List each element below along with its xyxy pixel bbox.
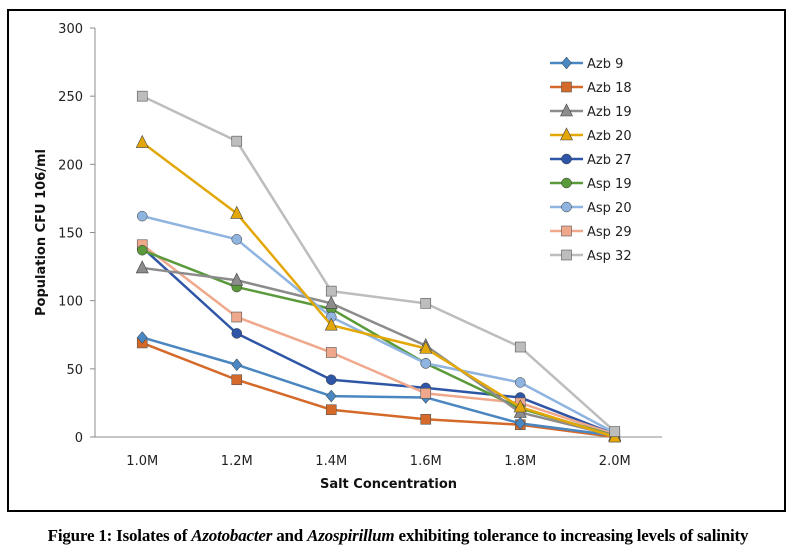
x-tick-label: 1.0M	[126, 454, 158, 469]
legend-label: Azb 18	[587, 81, 632, 96]
data-point	[230, 272, 244, 286]
data-point	[135, 134, 149, 148]
y-tick-label: 100	[58, 295, 83, 310]
caption-middle: and	[272, 526, 308, 545]
series-line	[141, 246, 616, 436]
legend-item: Asp 20	[550, 201, 632, 216]
data-point	[513, 399, 527, 413]
data-point	[609, 426, 621, 437]
legend-marker	[561, 249, 572, 261]
figure-frame	[7, 9, 786, 512]
y-tick-label: 150	[58, 227, 83, 242]
legend-marker	[560, 127, 573, 141]
x-axis-title: Salt Concentration	[320, 477, 457, 492]
data-point	[137, 210, 148, 222]
data-point	[231, 374, 243, 386]
x-tick-label: 1.8M	[504, 454, 536, 469]
legend-label: Asp 20	[587, 201, 632, 216]
series-line	[141, 243, 616, 436]
data-point	[515, 377, 526, 388]
data-point	[420, 388, 432, 399]
y-tick-label: 300	[58, 22, 83, 37]
data-point	[135, 260, 149, 274]
line-chart: 0 50 100 150 200 250 300 1.0M 1.2M 1.4M 1.6M 1.8M 2.…	[34, 22, 662, 492]
x-tick-label: 2.0M	[599, 454, 631, 469]
data-point	[514, 416, 526, 430]
caption-prefix: Figure 1: Isolates of	[47, 526, 192, 545]
data-point	[231, 311, 243, 323]
data-point	[419, 340, 433, 354]
data-point	[325, 389, 337, 403]
data-point	[325, 404, 337, 416]
series-line	[141, 141, 616, 439]
y-tick-label: 50	[66, 363, 83, 378]
legend-label: Azb 27	[587, 153, 632, 168]
series-layer	[135, 90, 622, 443]
data-point	[137, 244, 148, 256]
series-asp-32	[136, 90, 621, 437]
legend: Azb 9 Azb 18 Azb 19 Azb 20 Azb 27 Asp 19 Asp 2…	[550, 56, 632, 264]
legend-marker	[561, 81, 572, 93]
x-tick-label: 1.2M	[221, 454, 253, 469]
legend-marker	[561, 201, 572, 213]
legend-item: Azb 20	[550, 127, 632, 144]
data-point	[420, 358, 431, 369]
legend-item: Asp 19	[550, 177, 632, 192]
legend-label: Azb 9	[587, 57, 623, 72]
legend-label: Azb 19	[587, 105, 632, 120]
series-line	[141, 336, 615, 437]
legend-label: Asp 19	[587, 177, 632, 192]
legend-item: Azb 27	[550, 153, 632, 168]
legend-marker	[561, 56, 572, 70]
data-point	[326, 374, 337, 385]
data-point	[231, 135, 243, 147]
series-line	[141, 214, 616, 435]
series-line	[141, 95, 616, 433]
legend-marker	[561, 225, 572, 237]
data-point	[231, 328, 242, 339]
data-point	[231, 234, 242, 245]
data-point	[324, 317, 338, 331]
legend-label: Azb 20	[587, 129, 632, 144]
x-tick-label: 1.6M	[410, 454, 442, 469]
legend-label: Asp 29	[587, 225, 632, 240]
legend-item: Azb 9	[550, 56, 623, 72]
y-axis-title: Population CFU 106/ml	[34, 149, 49, 316]
legend-marker	[560, 103, 573, 117]
data-point	[325, 285, 337, 297]
x-tick-label: 1.4M	[315, 454, 347, 469]
data-point	[325, 347, 337, 358]
series-azb-9	[136, 331, 621, 443]
data-point	[136, 90, 148, 102]
legend-item: Asp 29	[550, 225, 632, 240]
y-tick-label: 200	[58, 158, 83, 173]
legend-marker	[561, 153, 572, 165]
data-point	[231, 358, 243, 372]
data-point	[420, 298, 432, 309]
data-point	[324, 295, 338, 309]
y-tick-label: 250	[58, 90, 83, 105]
legend-item: Azb 19	[550, 103, 632, 120]
caption-genus-azospirillum: Azospirillum	[307, 526, 395, 545]
caption-suffix: exhibiting tolerance to increasing level…	[394, 526, 749, 545]
data-point	[136, 331, 148, 344]
y-tick-label: 0	[75, 431, 83, 446]
legend-label: Asp 32	[587, 249, 632, 264]
caption-genus-azotobacter: Azotobacter	[191, 526, 273, 545]
legend-item: Asp 32	[550, 249, 632, 264]
legend-item: Azb 18	[550, 81, 632, 96]
axes: 0 50 100 150 200 250 300 1.0M 1.2M 1.4M 1.6M 1.8M 2.…	[58, 22, 662, 469]
figure-caption: Figure 1: Isolates of Azotobacter and Az…	[0, 526, 796, 546]
data-point	[230, 205, 244, 219]
series-line	[141, 341, 615, 439]
series-line	[142, 266, 616, 437]
data-point	[514, 341, 526, 353]
legend-marker	[561, 177, 572, 189]
data-point	[420, 413, 432, 425]
